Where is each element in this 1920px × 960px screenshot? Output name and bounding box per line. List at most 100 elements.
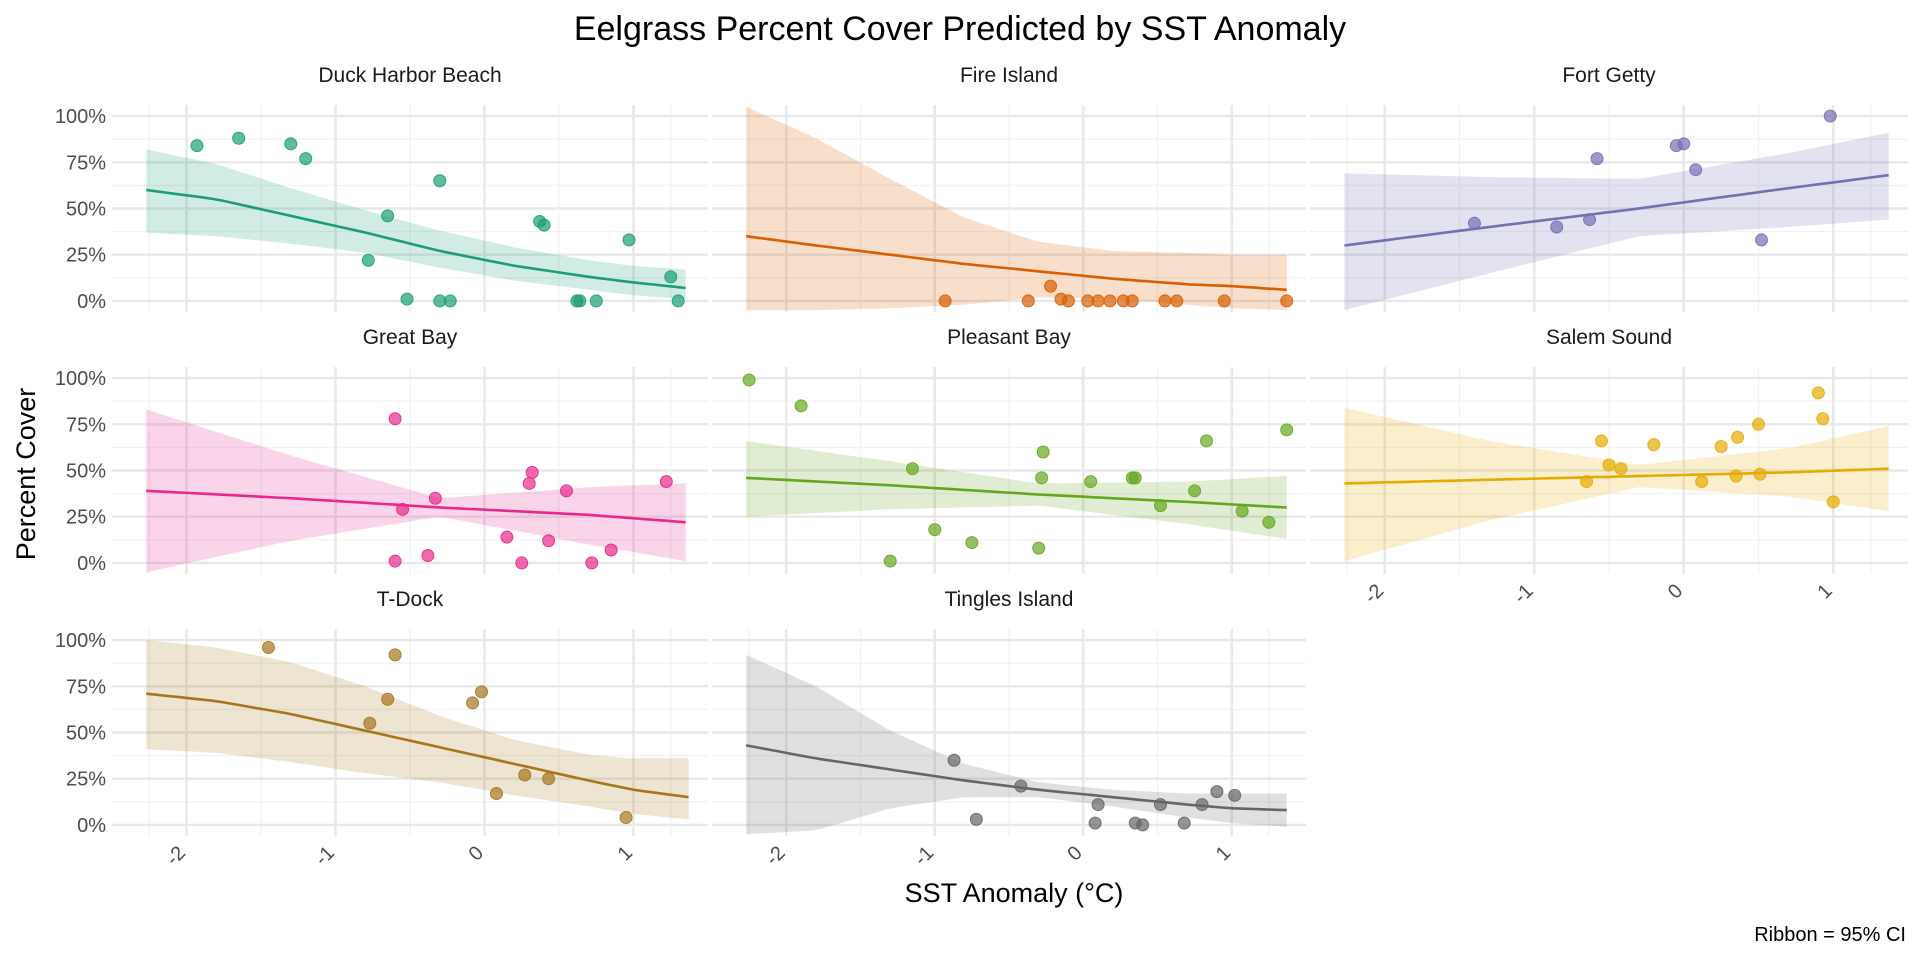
data-point [659,475,673,489]
data-point [433,174,447,188]
data-point [1210,785,1224,799]
y-tick-label: 100% [55,630,106,652]
data-point [515,556,529,570]
data-point [1816,412,1830,426]
data-point [261,640,275,654]
facet-strip-title: Duck Harbor Beach [318,64,501,87]
x-tick-label: 1 [1212,842,1235,865]
data-point [664,270,678,284]
data-point [1467,216,1481,230]
data-point [1754,233,1768,247]
data-point [443,294,457,308]
data-point [1200,434,1214,448]
chart-caption: Ribbon = 95% CI [1754,924,1906,946]
data-point [475,685,489,699]
data-point [542,772,556,786]
facet-panel: Tingles Island -2 -1 0 1 [712,588,1306,870]
facet-panel: Great Bay 0% 25% 50% 75% 100% [55,326,708,575]
data-point [466,696,480,710]
data-point [559,484,573,498]
facet-panel: T-Dock 0% 25% 50% 75% 100% -2 -1 0 1 [55,588,708,870]
facet-panel: Fire Island [712,64,1306,312]
data-point [1614,462,1628,476]
data-point [388,648,402,662]
facet-panel: Duck Harbor Beach 0% 25% 50% 75% 100% [55,64,708,313]
data-point [1550,220,1564,234]
data-point [232,131,246,145]
data-point [1136,818,1150,832]
data-point [1262,515,1276,529]
data-point [1826,495,1840,509]
facet-strip-title: T-Dock [377,588,444,611]
data-point [1014,779,1028,793]
data-point [381,209,395,223]
data-point [1177,816,1191,830]
facet-strip-title: Fire Island [960,64,1058,87]
fit-line [1344,173,1889,247]
confidence-ribbon [146,640,689,820]
x-tick-label: 1 [1813,580,1836,603]
data-point [1091,294,1105,308]
data-point [1811,386,1825,400]
data-point [361,253,375,267]
facet-strip-title: Tingles Island [945,588,1074,611]
data-point [622,233,636,247]
confidence-ribbon [1344,132,1889,311]
x-tick-label: 0 [465,842,488,865]
data-point [928,523,942,537]
y-axis-title: Percent Cover [11,388,41,561]
data-point [1689,163,1703,177]
data-point [388,554,402,568]
data-point [381,692,395,706]
data-point [905,462,919,476]
data-point [1036,445,1050,459]
data-point [619,811,633,825]
data-point [965,536,979,550]
data-point [1158,294,1172,308]
confidence-ribbon [746,440,1287,539]
data-point [938,294,952,308]
fit-line [146,188,686,290]
x-tick-label: -2 [762,842,790,870]
data-point [522,476,536,490]
data-point [1021,294,1035,308]
data-point [537,218,551,232]
data-point [1153,798,1167,812]
fit-line [146,489,686,524]
x-tick-label: -1 [311,842,339,870]
x-tick-label: -2 [1360,580,1388,608]
x-tick-label: 0 [1664,580,1687,603]
data-point [1714,439,1728,453]
facet-panel: Pleasant Bay [712,326,1306,574]
data-point [1088,816,1102,830]
confidence-ribbon [746,654,1287,835]
data-point [1032,541,1046,555]
fit-line [746,476,1287,509]
data-point [585,556,599,570]
data-point [671,294,685,308]
data-point [1044,279,1058,293]
data-point [428,491,442,505]
y-tick-label: 75% [66,414,106,436]
facet-strip-title: Great Bay [363,326,458,349]
data-point [1580,475,1594,489]
confidence-ribbon [146,149,686,300]
data-point [604,543,618,557]
data-point [525,465,539,479]
data-point [1061,294,1075,308]
y-tick-label: 25% [66,769,106,791]
y-tick-label: 25% [66,507,106,529]
y-tick-label: 25% [66,245,106,267]
facet-panel: Salem Sound -2 -1 0 1 [1310,326,1908,608]
data-point [1228,788,1242,802]
y-tick-label: 50% [66,199,106,221]
data-point [1583,213,1597,227]
data-point [542,534,556,548]
data-point [1823,109,1837,123]
data-point [299,152,313,166]
fit-line [746,234,1287,292]
y-tick-label: 50% [66,723,106,745]
data-point [1595,434,1609,448]
